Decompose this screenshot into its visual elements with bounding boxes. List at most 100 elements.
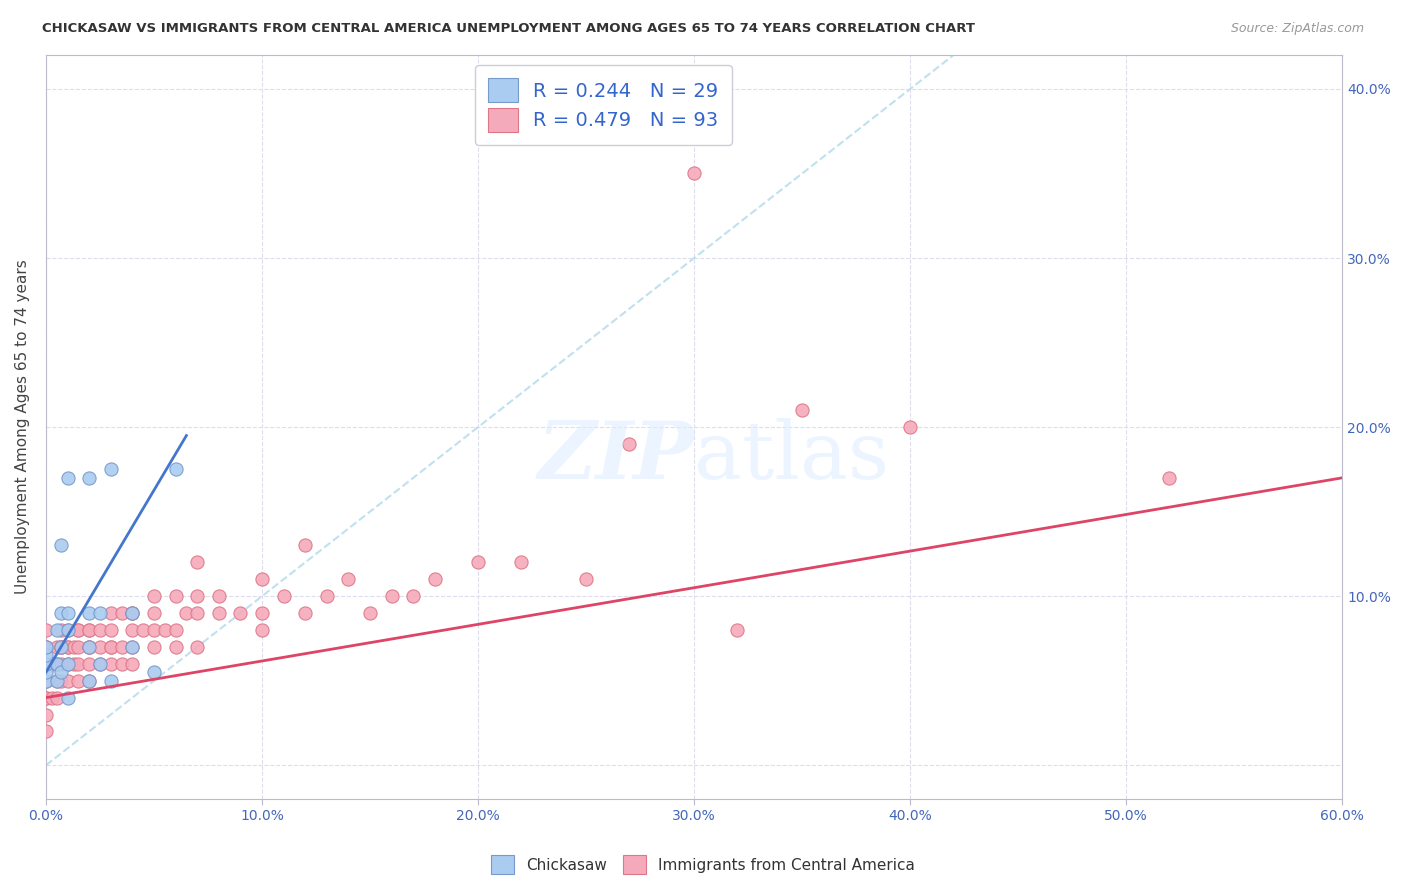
Point [683, 166, 706, 180]
Point [49, 606, 72, 620]
Point [67, 623, 90, 637]
Point [143, 589, 166, 603]
Point [121, 640, 143, 654]
Point [89, 657, 111, 671]
Point [63, 640, 86, 654]
Point [121, 606, 143, 620]
Point [35, 640, 58, 654]
Point [45, 690, 67, 705]
Point [35, 673, 58, 688]
Point [45, 640, 67, 654]
Point [41, 657, 63, 671]
Point [56, 640, 79, 654]
Point [315, 589, 337, 603]
Point [121, 623, 143, 637]
Point [45, 623, 67, 637]
Point [35, 657, 58, 671]
Point [153, 623, 176, 637]
Point [176, 606, 198, 620]
Point [110, 657, 132, 671]
Point [186, 606, 208, 620]
Point [467, 555, 489, 569]
Point [337, 572, 360, 586]
Point [77, 606, 100, 620]
Point [792, 403, 814, 417]
Point [35, 707, 58, 722]
Point [186, 589, 208, 603]
Point [898, 420, 921, 434]
Point [510, 555, 533, 569]
Point [100, 623, 122, 637]
Point [89, 623, 111, 637]
Point [143, 665, 166, 680]
Point [49, 538, 72, 552]
Point [49, 673, 72, 688]
Point [56, 673, 79, 688]
Point [77, 673, 100, 688]
Legend: R = 0.244   N = 29, R = 0.479   N = 93: R = 0.244 N = 29, R = 0.479 N = 93 [475, 65, 733, 145]
Point [77, 673, 100, 688]
Point [35, 640, 58, 654]
Point [35, 690, 58, 705]
Point [165, 462, 187, 476]
Point [35, 623, 58, 637]
Point [49, 640, 72, 654]
Point [121, 657, 143, 671]
Point [45, 657, 67, 671]
Point [294, 606, 316, 620]
Point [49, 640, 72, 654]
Point [250, 623, 273, 637]
Point [89, 640, 111, 654]
Point [77, 623, 100, 637]
Point [725, 623, 748, 637]
Point [121, 640, 143, 654]
Text: ZIP: ZIP [537, 418, 695, 496]
Point [100, 657, 122, 671]
Point [77, 640, 100, 654]
Point [165, 640, 187, 654]
Point [208, 606, 231, 620]
Point [67, 623, 90, 637]
Point [35, 724, 58, 739]
Point [143, 640, 166, 654]
Point [250, 606, 273, 620]
Point [165, 623, 187, 637]
Point [110, 640, 132, 654]
Point [250, 572, 273, 586]
Point [35, 648, 58, 663]
Point [423, 572, 446, 586]
Point [110, 606, 132, 620]
Point [56, 657, 79, 671]
Point [381, 589, 404, 603]
Point [359, 606, 381, 620]
Point [100, 640, 122, 654]
Point [49, 665, 72, 680]
Point [56, 471, 79, 485]
Point [186, 555, 208, 569]
Point [89, 657, 111, 671]
Point [35, 665, 58, 680]
Point [35, 690, 58, 705]
Text: Source: ZipAtlas.com: Source: ZipAtlas.com [1230, 22, 1364, 36]
Point [575, 572, 598, 586]
Point [35, 657, 58, 671]
Point [1159, 471, 1181, 485]
Point [56, 623, 79, 637]
Point [100, 640, 122, 654]
Point [56, 623, 79, 637]
Point [67, 673, 90, 688]
Point [121, 606, 143, 620]
Point [49, 657, 72, 671]
Point [77, 640, 100, 654]
Point [143, 606, 166, 620]
Point [273, 589, 295, 603]
Point [56, 690, 79, 705]
Point [35, 657, 58, 671]
Point [77, 640, 100, 654]
Point [56, 606, 79, 620]
Point [49, 623, 72, 637]
Point [77, 657, 100, 671]
Point [63, 657, 86, 671]
Point [619, 437, 641, 451]
Point [100, 462, 122, 476]
